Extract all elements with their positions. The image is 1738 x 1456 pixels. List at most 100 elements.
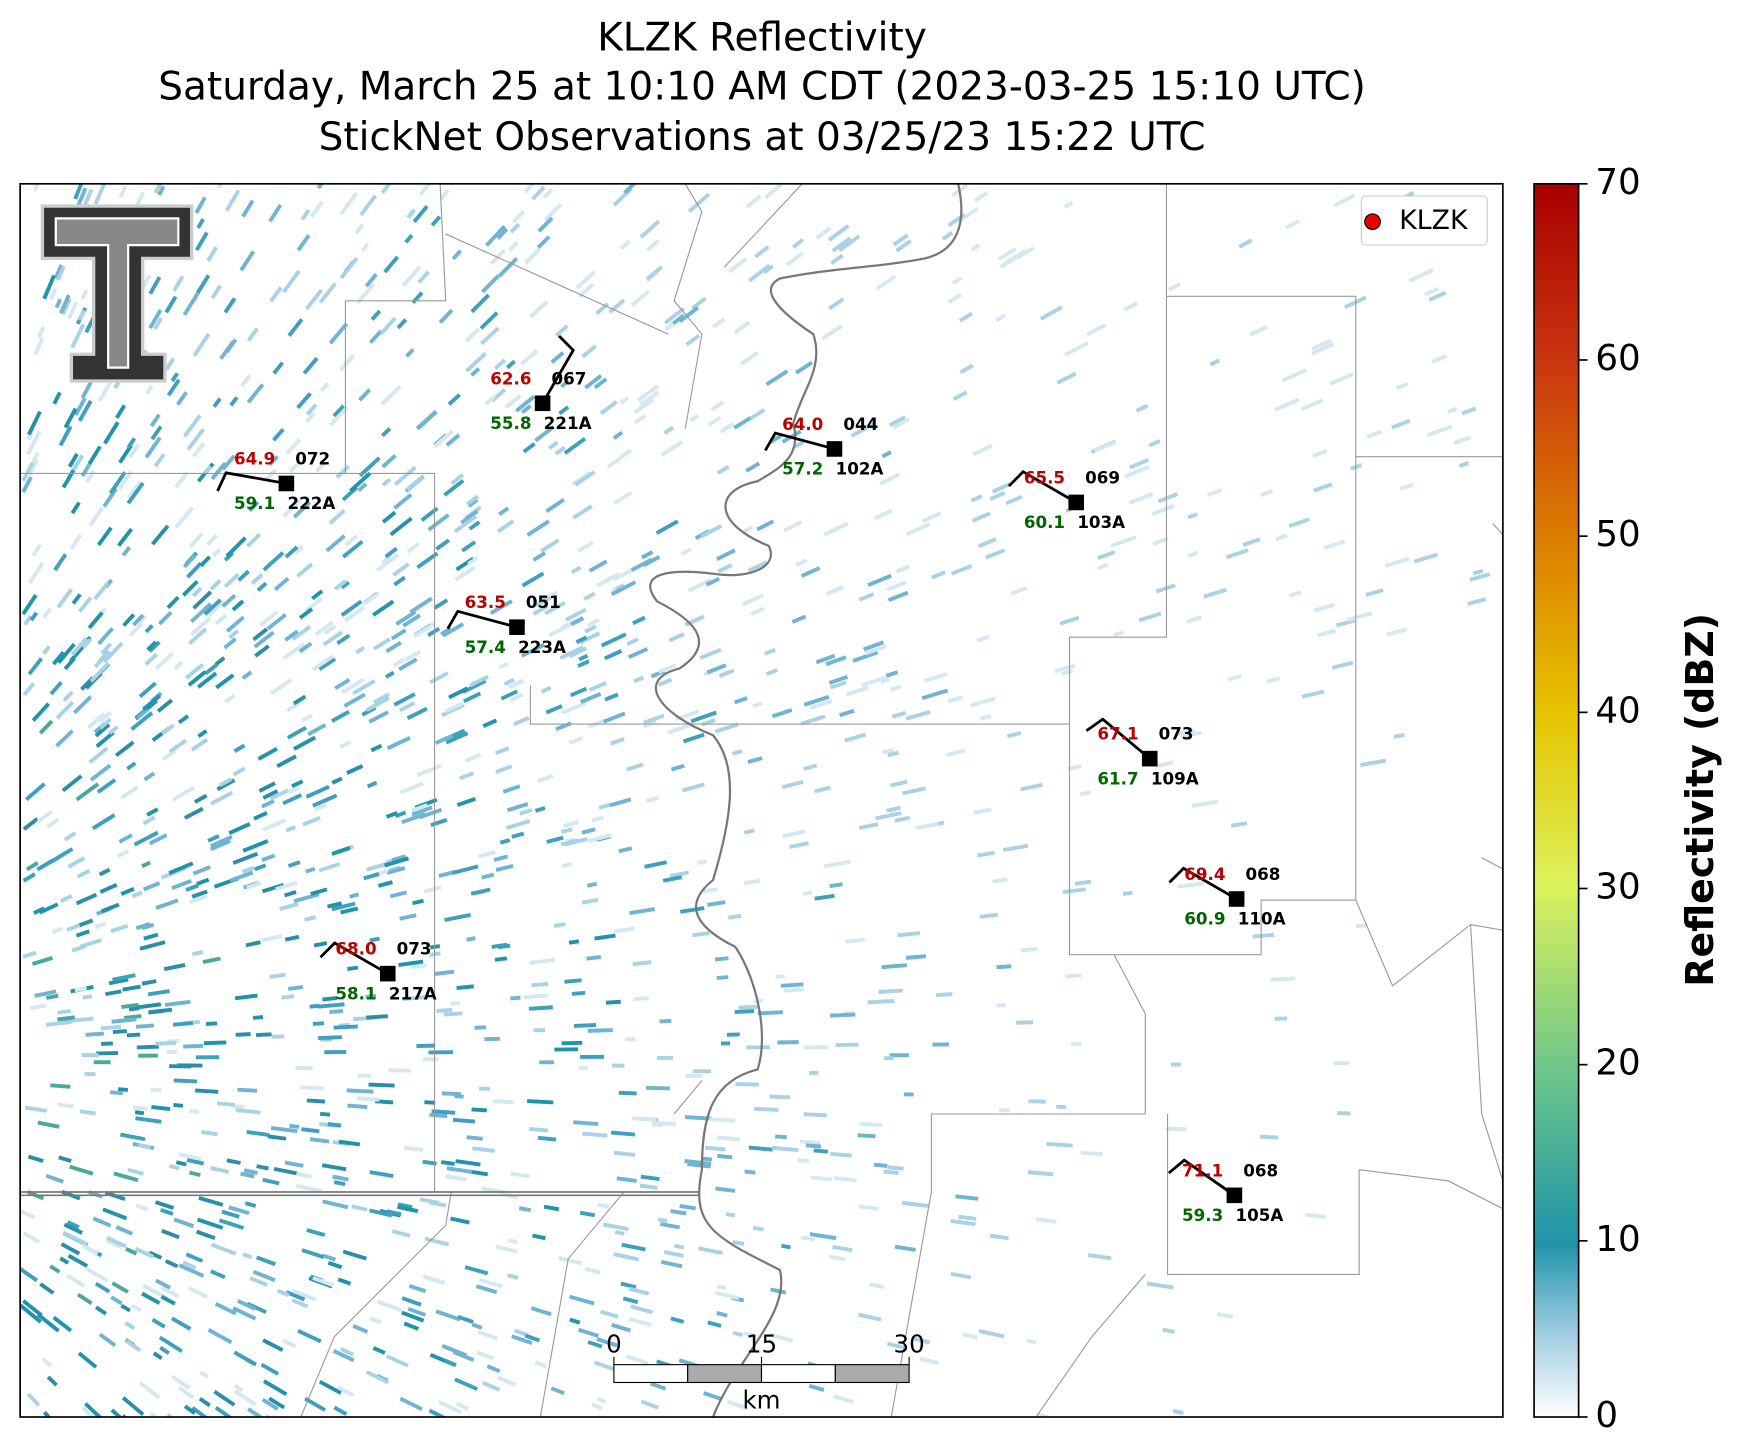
echo xyxy=(37,1120,60,1129)
echo xyxy=(1384,556,1410,568)
echo xyxy=(79,938,102,949)
station-marker xyxy=(1068,494,1085,511)
echo xyxy=(640,1174,660,1181)
echo xyxy=(777,1040,799,1045)
echo xyxy=(979,714,992,721)
echo xyxy=(427,513,450,532)
temperature: 71.1 xyxy=(1182,1160,1223,1180)
echo xyxy=(269,678,293,696)
echo xyxy=(905,522,931,537)
echo xyxy=(69,533,83,551)
echo xyxy=(435,538,451,551)
echo xyxy=(384,856,410,868)
echo xyxy=(569,1317,581,1325)
echo xyxy=(684,1115,712,1121)
echo xyxy=(640,550,654,560)
echo xyxy=(455,556,475,572)
echo xyxy=(203,598,222,616)
echo xyxy=(401,812,426,825)
echo xyxy=(430,817,448,827)
echo xyxy=(945,748,965,757)
echo xyxy=(419,1197,440,1205)
echo xyxy=(989,1233,1009,1241)
echo xyxy=(861,675,887,688)
echo xyxy=(809,699,833,710)
echo xyxy=(689,414,700,423)
echo xyxy=(886,580,907,592)
echo xyxy=(99,717,112,730)
echo xyxy=(445,731,469,745)
echo xyxy=(1426,424,1453,438)
echo xyxy=(21,476,33,493)
echo xyxy=(386,866,406,875)
echo xyxy=(464,327,481,343)
echo xyxy=(496,519,515,534)
echo xyxy=(393,465,417,487)
echo xyxy=(923,672,948,683)
echo xyxy=(1447,406,1458,414)
echo xyxy=(799,1139,821,1145)
pressure: 072 xyxy=(295,449,330,469)
echo xyxy=(163,963,186,972)
echo xyxy=(584,1266,601,1275)
echo xyxy=(623,183,642,195)
echo xyxy=(147,989,170,997)
echo xyxy=(151,1317,166,1329)
echo xyxy=(69,1164,94,1176)
echo xyxy=(574,470,596,487)
echo xyxy=(237,1299,256,1311)
echo xyxy=(780,982,804,988)
echo xyxy=(869,1282,885,1289)
echo xyxy=(341,677,366,695)
echo xyxy=(105,1238,123,1250)
echo xyxy=(962,1332,978,1340)
echo xyxy=(604,692,619,702)
echo xyxy=(831,236,852,253)
echo xyxy=(746,1045,770,1050)
echo xyxy=(137,1143,151,1150)
echo xyxy=(335,464,350,479)
echo xyxy=(286,725,307,740)
echo xyxy=(526,519,550,537)
echo xyxy=(461,540,477,553)
echo xyxy=(1206,487,1223,497)
echo xyxy=(257,747,278,761)
echo xyxy=(351,1204,368,1212)
echo xyxy=(276,1288,290,1298)
echo xyxy=(155,1278,172,1290)
echo xyxy=(587,1340,603,1349)
echo xyxy=(242,1252,253,1260)
echo xyxy=(1270,976,1296,982)
echo xyxy=(221,593,237,608)
echo xyxy=(1395,381,1409,391)
echo xyxy=(1020,782,1043,792)
echo xyxy=(77,399,93,422)
echo xyxy=(712,317,726,329)
echo xyxy=(272,427,285,442)
echo xyxy=(1039,305,1063,321)
echo xyxy=(625,1037,636,1042)
echo xyxy=(118,185,128,198)
echo xyxy=(444,701,464,714)
echo xyxy=(977,537,997,548)
echo xyxy=(593,377,608,390)
echo xyxy=(333,1024,358,1030)
echo xyxy=(958,1214,977,1221)
echo xyxy=(745,194,762,209)
echo xyxy=(1301,689,1325,699)
echo xyxy=(610,737,625,746)
echo xyxy=(405,348,415,358)
echo xyxy=(148,1250,163,1260)
echo xyxy=(75,187,88,210)
echo xyxy=(254,863,267,872)
echo xyxy=(492,1099,514,1105)
echo xyxy=(279,902,299,911)
echo xyxy=(391,1229,411,1238)
echo xyxy=(1064,973,1082,979)
state-border xyxy=(20,1191,700,1197)
echo xyxy=(132,1105,148,1111)
echo xyxy=(791,614,807,624)
echo xyxy=(539,538,560,553)
echo xyxy=(1003,249,1027,266)
